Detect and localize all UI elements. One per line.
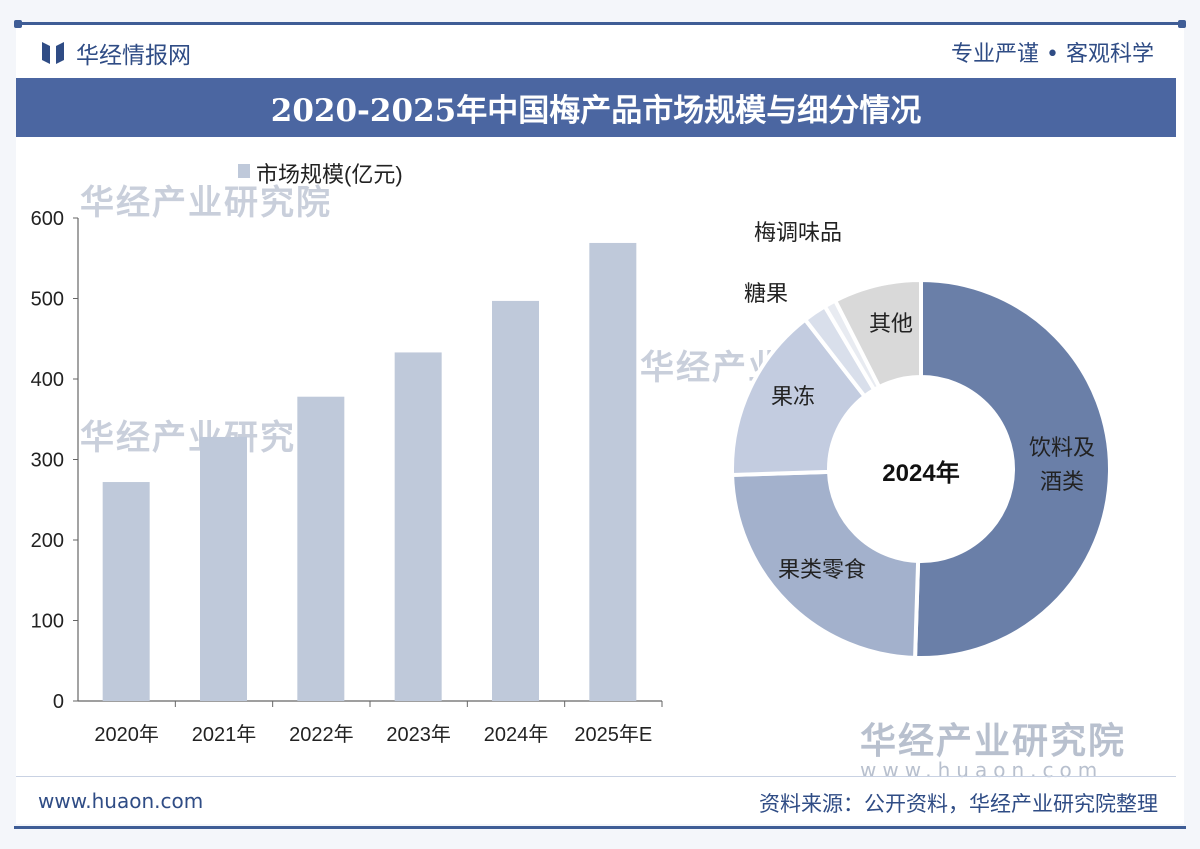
rule-end-left [14, 20, 22, 28]
book-logo-icon [42, 42, 64, 64]
watermark-url: www.huaon.com [860, 758, 1104, 782]
donut-slice [913, 277, 1112, 660]
slice-label: 饮料及酒类 [1029, 435, 1095, 494]
bar-chart: 0 100 200 300 400 500 600 2020年 2021年 2022年 2023年 2… [31, 208, 663, 746]
legend-swatch [238, 164, 250, 178]
rule-end-right [1178, 20, 1186, 28]
y-tick-label: 300 [31, 450, 64, 472]
y-tick-label: 200 [31, 530, 64, 552]
y-tick-label: 100 [31, 611, 64, 633]
x-tick-label: 2025年E [574, 723, 652, 746]
bottom-rule [14, 826, 1186, 829]
slice-label: 果类零食 [778, 557, 866, 582]
watermark-text: 华经产业研究院 [80, 183, 332, 223]
top-rule [14, 22, 1186, 25]
bar [589, 242, 637, 701]
y-tick-label: 600 [31, 208, 64, 230]
donut-slice [832, 277, 923, 390]
brand-logo: 华经情报网 [40, 36, 191, 70]
watermark-text: 华经产业研究院 [860, 721, 1127, 762]
donut-center-label: 2024年 [882, 459, 959, 487]
legend-label: 市场规模(亿元) [256, 162, 403, 187]
bar [200, 436, 247, 701]
footer-rule [16, 776, 1176, 777]
slice-label: 果冻 [771, 384, 815, 409]
footer-source: 资料来源：公开资料，华经产业研究院整理 [759, 792, 1158, 816]
slice-label: 糖果 [744, 281, 788, 306]
slice-label: 梅调味品 [754, 220, 842, 245]
bar [492, 300, 539, 701]
bar [394, 352, 442, 701]
x-tick-label: 2021年 [192, 723, 257, 746]
footer-url[interactable]: www.huaon.com [38, 789, 204, 813]
slogan: 专业严谨 • 客观科学 [951, 42, 1154, 67]
y-tick-label: 500 [31, 289, 64, 311]
donut-slice [730, 469, 921, 660]
page-title: 2020-2025年中国梅产品市场规模与细分情况 [16, 78, 1176, 137]
x-tick-label: 2023年 [386, 723, 451, 746]
y-tick-label: 400 [31, 369, 64, 391]
bar [297, 396, 345, 701]
x-tick-label: 2024年 [484, 723, 549, 746]
x-tick-label: 2020年 [94, 723, 159, 746]
brand-name: 华经情报网 [76, 43, 191, 69]
y-tick-label: 0 [53, 691, 64, 713]
slice-label: 其他 [869, 311, 913, 336]
donut-slice [730, 316, 868, 477]
bar [102, 482, 150, 701]
x-tick-label: 2022年 [289, 723, 354, 746]
